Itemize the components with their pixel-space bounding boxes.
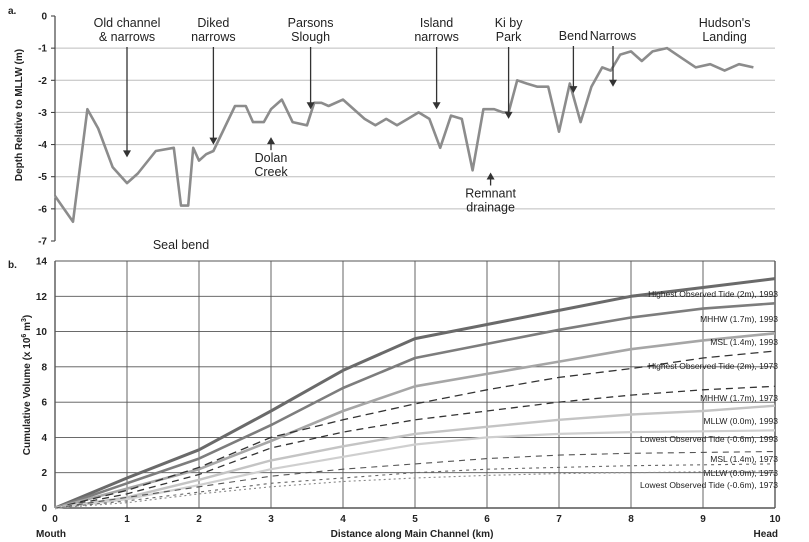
series-label: Lowest Observed Tide (-0.6m), 1993 [640,434,778,444]
x-end-label-head: Head [754,529,778,540]
panel-b-y-tick-label: 14 [36,257,48,268]
panel-b-y-tick-label: 8 [41,362,47,373]
panel-a-y-tick-label: -3 [38,108,47,119]
panel-a-y-tick-label: -2 [38,76,47,87]
panel-b-y-tick-label: 10 [36,327,48,338]
annotation-label: narrows [191,30,235,44]
panel-b-y-tick-label: 4 [41,433,47,444]
annotation-label: Creek [254,165,288,179]
panel-b-x-tick-label: 8 [628,514,634,525]
panel-a-y-tick-label: 0 [41,12,47,23]
series-label: Lowest Observed Tide (-0.6m), 1973 [640,480,778,490]
panel-b-label: b. [8,260,17,271]
panel-a-y-tick-label: -4 [38,140,47,151]
panel-b-x-tick-label: 9 [700,514,706,525]
panel-a-y-tick-label: -1 [38,44,47,55]
annotation-label: & narrows [99,30,155,44]
annotation-arrow-head [486,172,495,180]
panel-b-x-tick-label: 2 [196,514,202,525]
panel-b-y-tick-label: 6 [41,398,47,409]
panel-b-x-tick-label: 0 [52,514,58,525]
panel-b-x-tick-label: 5 [412,514,418,525]
panel-a-label: a. [8,6,17,17]
panel-a-y-tick-label: -7 [38,237,47,248]
annotation-label: Landing [702,30,747,44]
annotation-label: Seal bend [153,238,209,252]
panel-b-x-tick-label: 7 [556,514,562,525]
series-label: Highest Observed Tide (2m), 1993 [648,289,778,299]
volume-series-line [54,450,776,509]
depth-profile-chart: a. Depth Relative to MLLW (m) 0 -1 -2 -3 -4 -… [8,6,775,252]
panel-b-x-axis-label: Distance along Main Channel (km) [331,529,494,540]
series-label: MLLW (0.0m), 1973 [704,468,779,478]
volume-series-line [54,463,776,509]
series-label: MHHW (1.7m), 1993 [700,314,778,324]
panel-a-y-tick-label: -6 [38,204,47,215]
annotation-arrow-head [609,79,617,87]
panel-b-x-tick-label: 3 [268,514,274,525]
series-label: MHHW (1.7m), 1973 [700,393,778,403]
x-end-label-mouth: Mouth [36,529,66,540]
annotation-label: Hudson's [699,16,751,30]
cumulative-volume-chart: b. Cumulative Volume (x 106 m3) Distance… [8,257,781,541]
panel-b-x-tick-label: 4 [340,514,346,525]
volume-series-line [54,404,776,510]
annotation-label: Island [420,16,453,30]
annotation-label: Ki by [495,16,524,30]
annotation-arrow-head [432,102,441,110]
annotation-label: Remnant [465,187,516,201]
volume-series-line [54,350,776,509]
panel-a-y-tick-label: -5 [38,172,47,183]
annotation-arrow-head [123,150,131,158]
annotation-label: Old channel [94,16,161,30]
annotation-arrow-head [569,86,578,94]
volume-series-line [54,302,776,510]
annotation-arrow-head [209,137,218,145]
annotation-arrow-head [306,102,315,110]
annotation-label: narrows [414,30,458,44]
volume-series-line [54,470,776,509]
series-label: Highest Observed Tide (2m), 1973 [648,361,778,371]
annotation-label: Park [496,30,522,44]
annotation-label: Dolan [255,151,288,165]
panel-b-y-tick-label: 12 [36,292,48,303]
annotation-label: Slough [291,30,330,44]
volume-series-line [54,385,776,509]
panel-b-y-axis-label: Cumulative Volume (x 106 m3) [21,315,33,455]
series-label: MSL (1.4m), 1993 [710,337,778,347]
panel-b-x-tick-label: 6 [484,514,490,525]
depth-profile-line [53,46,754,223]
annotation-arrow-head [504,111,513,119]
panel-b-x-tick-label: 10 [769,514,781,525]
annotation-arrow-head [267,137,275,145]
annotation-label: Narrows [590,29,637,43]
volume-series-line [54,277,776,510]
series-label: MLLW (0.0m), 1993 [704,416,779,426]
series-label: MSL (1.4m), 1973 [710,454,778,464]
panel-b-y-tick-label: 0 [41,504,47,515]
panel-b-y-tick-label: 2 [41,468,47,479]
annotation-label: Diked [197,16,229,30]
panel-a-y-axis-label: Depth Relative to MLLW (m) [14,49,25,181]
annotation-label: Parsons [288,16,334,30]
panel-b-x-tick-label: 1 [124,514,130,525]
annotation-label: Bend [559,29,588,43]
annotation-label: drainage [466,201,515,215]
